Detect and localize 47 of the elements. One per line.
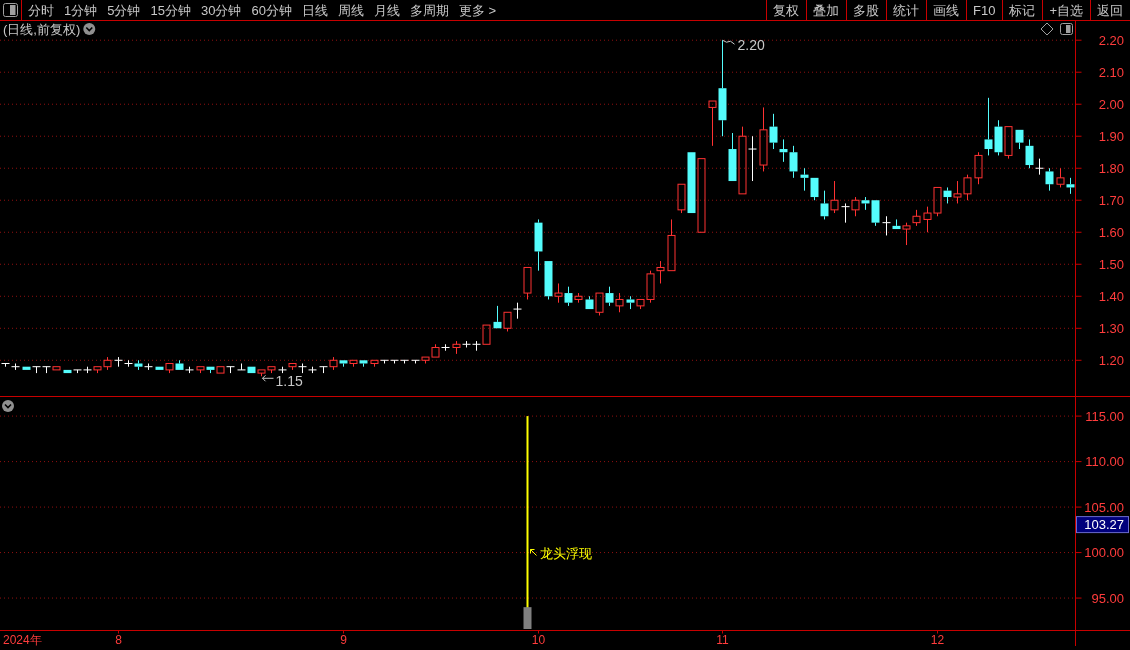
y-tick-label: 1.20 [1098,352,1124,368]
y-tick-label: 110.00 [1085,454,1124,470]
x-tick-label: 9 [340,632,348,647]
text: 日线 [301,2,328,18]
annotation: 龙头浮现 [539,546,592,562]
text: 返回 [1097,2,1123,18]
x-tick-label: 11 [716,632,730,647]
y-tick-label: 105.00 [1084,499,1124,515]
text: 月线 [373,2,400,18]
text: 标记 [1008,2,1036,18]
text: 60分钟 [251,2,292,18]
text: 30分钟 [200,2,242,18]
y-tick-label: 1.80 [1098,160,1124,176]
text: 分时 [28,2,54,18]
text: 周线 [337,2,364,18]
y-tick-label: 1.60 [1098,224,1124,240]
x-axis-title: 2024年 [3,632,42,647]
x-tick-label: 8 [115,632,123,647]
x-tick-label: 10 [531,632,546,647]
text: 15分钟 [150,2,191,18]
y-tick-label: 95.00 [1091,590,1124,606]
chart-title: (日线,前复权) [3,21,81,37]
annotation: 2.20 [737,37,765,54]
text: 多股 [853,2,879,18]
y-tick-label: 1.50 [1098,256,1124,272]
text: 叠加 [813,2,839,18]
y-tick-label: 1.30 [1098,320,1124,336]
y-tick-label: 2.00 [1098,96,1124,112]
text: +自选 [1049,2,1083,18]
text: F10 [973,2,996,18]
y-tick-label: 115.00 [1085,408,1124,424]
text: 复权 [773,2,799,18]
text: 统计 [893,2,919,18]
y-tick-label: 1.40 [1098,288,1124,304]
y-tick-label: 1.90 [1098,128,1124,144]
text: 103.27 [1084,517,1124,533]
y-tick-label: 2.20 [1098,32,1124,48]
text: 更多 > [458,2,497,18]
x-tick-label: 12 [930,632,945,647]
text: 多周期 [409,2,449,18]
text: 1分钟 [64,2,98,18]
y-tick-label: 100.00 [1084,545,1124,561]
y-tick-label: 1.70 [1098,192,1124,208]
annotation: 1.15 [275,373,303,390]
text: 5分钟 [107,2,141,18]
y-tick-label: 2.10 [1098,64,1124,80]
text: 画线 [933,2,959,18]
